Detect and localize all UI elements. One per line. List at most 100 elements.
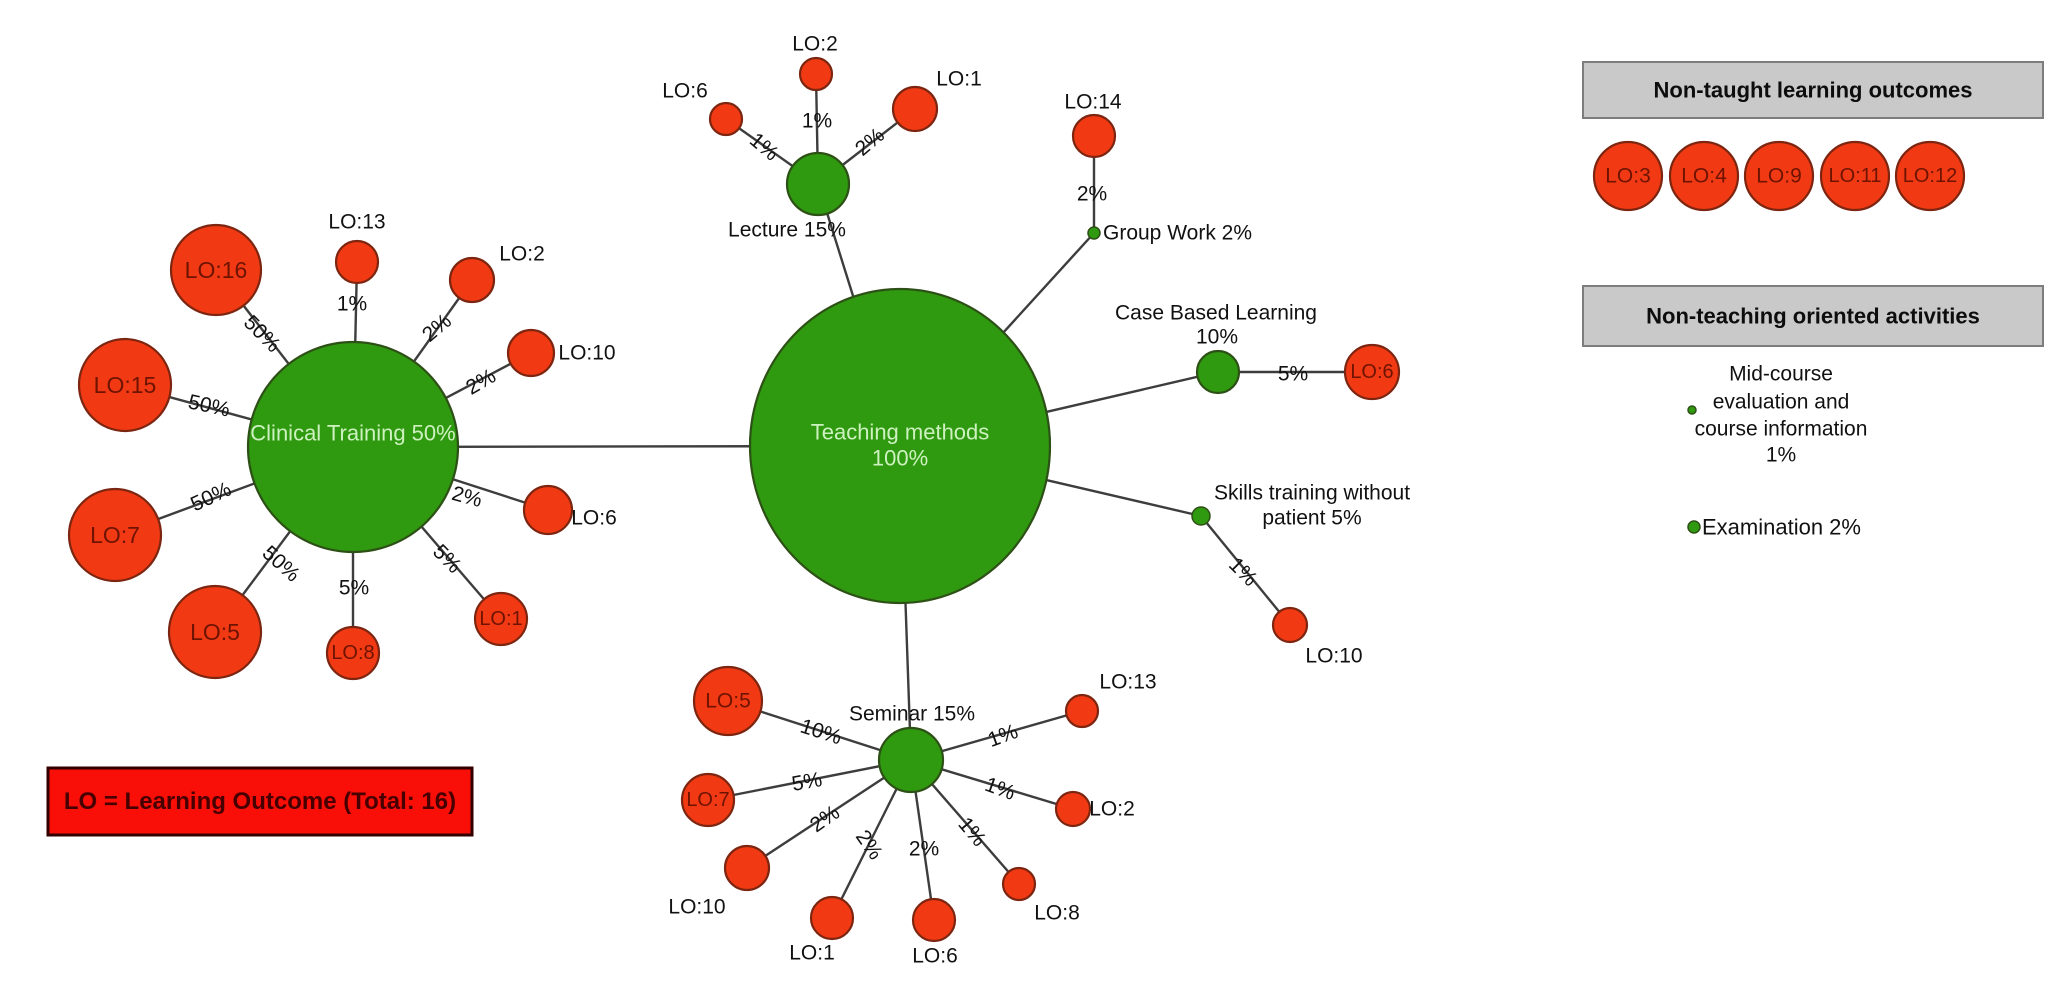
midcourse-line4: 1% — [1766, 444, 1796, 467]
node-midcourse-dot — [1687, 405, 1697, 415]
node-cbl-lo6-label: LO:6 — [1350, 361, 1393, 383]
node-c-lo10 — [506, 328, 556, 378]
seminar-label: Seminar 15% — [849, 703, 975, 726]
seminar-lo8-label: LO:8 — [1034, 902, 1080, 925]
seminar-lo5-pct: 10% — [797, 715, 844, 750]
lecture-lo6-label: LO:6 — [662, 80, 708, 103]
node-clinical-label: Clinical Training 50% — [250, 421, 455, 446]
clinical-lo5-pct: 50% — [258, 541, 305, 586]
node-c-lo13 — [334, 239, 380, 285]
node-l-lo6 — [708, 101, 744, 137]
non-teaching-header — [1582, 285, 2044, 347]
seminar-lo10-label: LO:10 — [668, 896, 725, 919]
seminar-lo6-pct: 2% — [909, 838, 939, 861]
node-s-lo10 — [723, 844, 771, 892]
node-s-lo5-label: LO:5 — [705, 690, 751, 713]
node-nt-lo11-label: LO:11 — [1829, 165, 1882, 187]
examination-label: Examination 2% — [1702, 515, 1861, 540]
node-cbl-lo6 — [1343, 343, 1401, 401]
node-c-lo5 — [167, 584, 263, 680]
lecture-lo2-pct: 1% — [802, 110, 832, 133]
node-c-lo15 — [77, 337, 173, 433]
cbl-pct-title: 10% — [1196, 326, 1238, 349]
midcourse-line1: Mid-course — [1729, 363, 1833, 386]
node-s-lo5 — [692, 665, 764, 737]
clinical-lo8-pct: 5% — [339, 577, 369, 600]
node-s-lo1 — [809, 895, 855, 941]
node-s-lo7-label: LO:7 — [686, 789, 729, 811]
midcourse-line3: course information — [1695, 418, 1868, 441]
seminar-lo2-label: LO:2 — [1089, 798, 1135, 821]
seminar-lo6-label: LO:6 — [912, 945, 958, 968]
node-teaching-label: 100% — [872, 446, 928, 471]
seminar-lo13-label: LO:13 — [1099, 671, 1156, 694]
lecture-lo1-label: LO:1 — [936, 68, 982, 91]
node-nt-lo11 — [1819, 140, 1891, 212]
clinical-lo2-pct: 2% — [418, 309, 456, 346]
node-s-lo2 — [1054, 790, 1092, 828]
clinical-lo6-label: LO:6 — [571, 507, 617, 530]
cbl-lo6-pct: 5% — [1278, 363, 1308, 386]
node-nt-lo4 — [1668, 140, 1740, 212]
node-nt-lo3 — [1592, 140, 1664, 212]
node-s-lo7 — [680, 772, 736, 828]
node-nt-lo4-label: LO:4 — [1681, 165, 1727, 188]
legend-box — [46, 766, 474, 837]
node-s-lo6 — [911, 897, 957, 943]
node-clinical — [246, 340, 460, 554]
node-teaching-label: Teaching methods — [811, 420, 990, 445]
clinical-lo13-label: LO:13 — [328, 211, 385, 234]
non-taught-header — [1582, 61, 2044, 119]
clinical-lo10-pct: 2% — [462, 364, 500, 399]
node-c-lo15-label: LO:15 — [94, 372, 157, 398]
node-nt-lo3-label: LO:3 — [1605, 165, 1651, 188]
seminar-lo1-label: LO:1 — [789, 942, 835, 965]
seminar-lo10-pct: 2% — [806, 801, 844, 837]
node-nt-lo9 — [1743, 140, 1815, 212]
cbl-title: Case Based Learning — [1115, 302, 1317, 325]
skills-title-line1: Skills training without — [1214, 482, 1410, 505]
node-c-lo16-label: LO:16 — [185, 257, 248, 283]
lecture-lo6-pct: 1% — [745, 128, 783, 165]
node-c-lo8 — [325, 625, 381, 681]
node-c-lo5-label: LO:5 — [190, 619, 240, 645]
node-c-lo8-label: LO:8 — [331, 642, 374, 664]
node-sk-lo10 — [1271, 606, 1309, 644]
node-exam-dot — [1687, 520, 1701, 534]
clinical-lo13-pct: 1% — [337, 293, 367, 316]
node-lo14 — [1071, 113, 1117, 159]
non-teaching-header-label: Non-teaching oriented activities — [1646, 304, 1980, 329]
skills-lo10-label: LO:10 — [1305, 645, 1362, 668]
node-c-lo1 — [473, 591, 529, 647]
lo14-label: LO:14 — [1064, 91, 1122, 114]
node-nt-lo9-label: LO:9 — [1756, 165, 1802, 188]
clinical-lo6-pct: 2% — [449, 482, 484, 512]
lecture-label: Lecture 15% — [728, 219, 846, 242]
node-lecture — [785, 151, 851, 217]
node-s-lo8 — [1001, 866, 1037, 902]
edge-seminar-s-lo7 — [707, 758, 912, 802]
seminar-lo2-pct: 1% — [982, 773, 1018, 805]
node-l-lo1 — [891, 85, 939, 133]
edge-skills-dot-sk-lo10 — [1200, 515, 1291, 626]
node-c-lo16 — [169, 223, 263, 317]
node-group-dot — [1087, 226, 1101, 240]
node-nt-lo12-label: LO:12 — [1903, 165, 1957, 187]
seminar-lo7-pct: 5% — [790, 768, 824, 796]
legend-box-label: LO = Learning Outcome (Total: 16) — [64, 788, 456, 815]
clinical-lo15-pct: 50% — [186, 390, 232, 421]
seminar-lo13-pct: 1% — [985, 720, 1021, 752]
non-taught-header-label: Non-taught learning outcomes — [1654, 78, 1973, 103]
node-seminar — [877, 726, 945, 794]
lecture-lo2-label: LO:2 — [792, 33, 838, 56]
clinical-lo10-label: LO:10 — [558, 342, 615, 365]
node-c-lo1-label: LO:1 — [479, 608, 522, 630]
seminar-lo1-pct: 2% — [851, 826, 887, 864]
midcourse-line2: evaluation and — [1713, 391, 1850, 414]
group-work-label: Group Work 2% — [1103, 222, 1252, 245]
skills-title-line2: patient 5% — [1262, 507, 1361, 530]
clinical-lo7-pct: 50% — [187, 478, 235, 517]
node-c-lo2 — [448, 256, 496, 304]
node-s-lo13 — [1064, 693, 1100, 729]
